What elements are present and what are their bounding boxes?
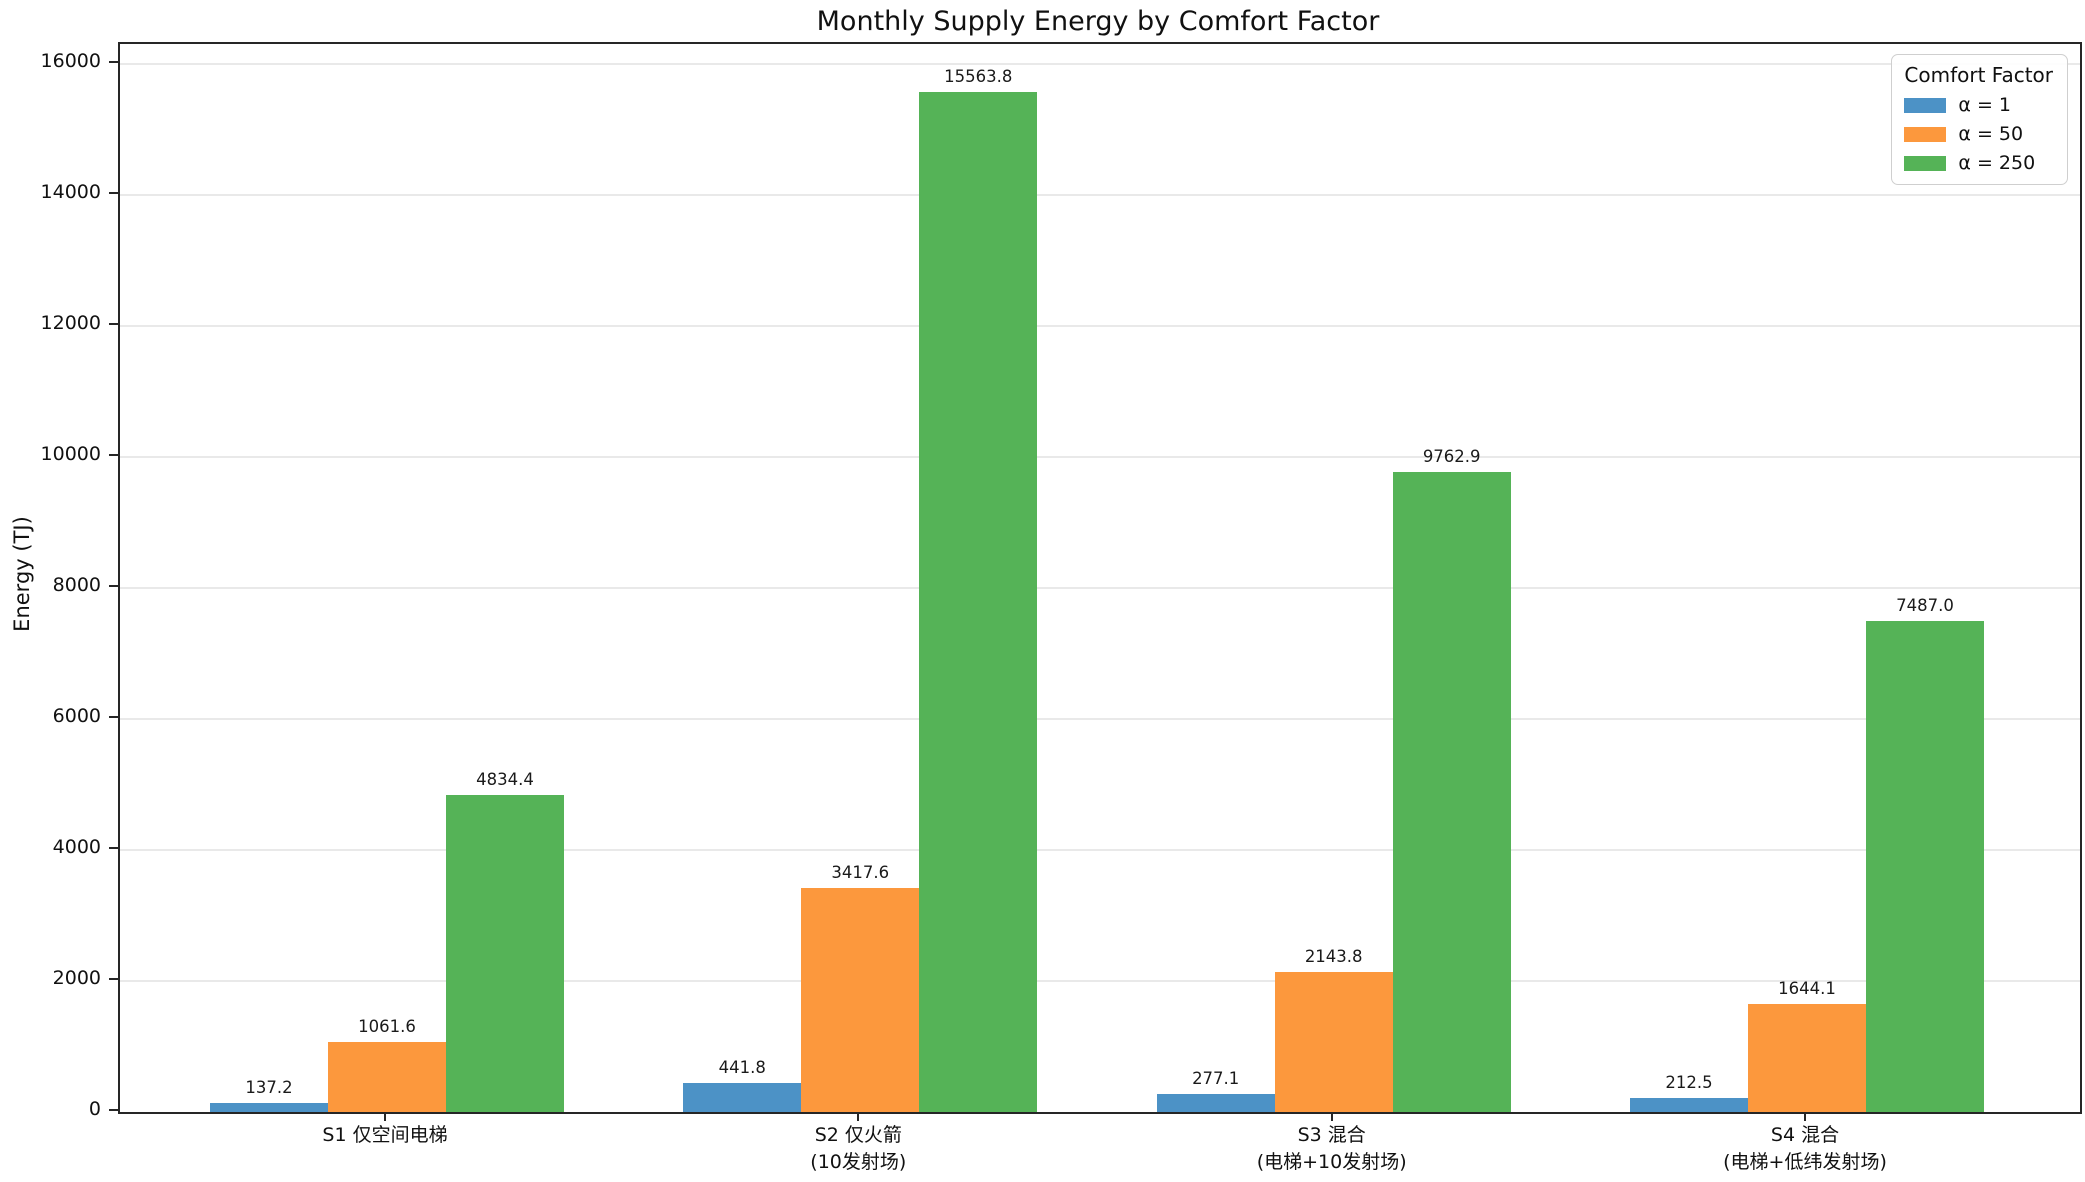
- bar-value-label: 15563.8: [944, 67, 1013, 87]
- y-tick-label: 10000: [40, 442, 101, 465]
- y-tick-label: 0: [88, 1098, 101, 1120]
- y-tick-mark: [109, 453, 118, 456]
- gridline: [120, 717, 2080, 720]
- bar-α=1-group2: [683, 1083, 802, 1112]
- legend-swatch-icon: [1904, 126, 1947, 142]
- y-tick-mark: [109, 715, 118, 718]
- legend-entry-label: α = 50: [1958, 123, 2024, 145]
- y-tick-mark: [109, 1109, 118, 1111]
- bar-α=50-group2: [801, 888, 920, 1112]
- chart-title: Monthly Supply Energy by Comfort Factor: [816, 6, 1380, 37]
- legend-entry-label: α = 250: [1958, 152, 2036, 174]
- bar-value-label: 212.5: [1665, 1073, 1713, 1093]
- y-tick-mark: [109, 977, 118, 980]
- y-tick-label: 4000: [52, 835, 101, 858]
- gridline: [120, 324, 2080, 327]
- gridline: [120, 193, 2080, 196]
- legend-swatch-icon: [1904, 155, 1947, 171]
- x-tick-label: S3 混合 (电梯+10发射场): [1256, 1124, 1407, 1173]
- bar-α=50-group3: [1274, 971, 1393, 1112]
- legend-entry: α = 250: [1904, 152, 2053, 174]
- legend: Comfort Factor α = 1 α = 50 α = 250: [1891, 54, 2068, 185]
- bar-value-label: 3417.6: [831, 863, 890, 883]
- x-tick-mark: [857, 1112, 860, 1121]
- legend-entry: α = 50: [1904, 123, 2053, 145]
- x-tick-label: S1 仅空间电梯: [322, 1124, 448, 1146]
- gridline: [120, 848, 2080, 851]
- bar-α=250-group4: [1866, 621, 1984, 1112]
- bar-value-label: 2143.8: [1304, 946, 1363, 966]
- bar-α=250-group1: [446, 795, 564, 1112]
- x-tick-label: S4 混合 (电梯+低纬发射场): [1723, 1124, 1887, 1173]
- y-tick-label: 6000: [52, 704, 101, 727]
- bar-value-label: 9762.9: [1422, 447, 1481, 467]
- legend-title: Comfort Factor: [1904, 63, 2053, 87]
- y-tick-label: 8000: [52, 573, 101, 596]
- gridline: [120, 455, 2080, 458]
- gridline: [120, 979, 2080, 982]
- bar-value-label: 277.1: [1192, 1068, 1240, 1088]
- bar-value-label: 1061.6: [358, 1017, 416, 1037]
- bar-α=1-group3: [1156, 1093, 1275, 1112]
- x-tick-mark: [1330, 1112, 1333, 1121]
- y-tick-mark: [109, 60, 118, 63]
- bar-value-label: 441.8: [718, 1058, 766, 1078]
- x-tick-mark: [1804, 1112, 1806, 1121]
- bar-α=50-group1: [328, 1042, 446, 1112]
- x-tick-label: S2 仅火箭 (10发射场): [810, 1124, 907, 1173]
- y-tick-mark: [109, 846, 118, 849]
- bar-value-label: 137.2: [245, 1078, 293, 1098]
- bar-value-label: 4834.4: [476, 770, 534, 790]
- bar-α=1-group1: [210, 1103, 328, 1112]
- legend-swatch-icon: [1904, 97, 1947, 113]
- y-tick-label: 12000: [40, 311, 101, 334]
- y-tick-label: 16000: [40, 49, 101, 72]
- legend-entry-label: α = 1: [1958, 94, 2012, 116]
- y-tick-label: 2000: [52, 966, 101, 989]
- bar-α=1-group4: [1630, 1098, 1748, 1112]
- gridline: [120, 586, 2080, 589]
- legend-entries: α = 1 α = 50 α = 250: [1904, 94, 2053, 174]
- bar-value-label: 1644.1: [1778, 979, 1836, 999]
- legend-entry: α = 1: [1904, 94, 2053, 116]
- y-tick-mark: [109, 584, 118, 587]
- y-tick-mark: [109, 322, 118, 325]
- plot-area: Comfort Factor α = 1 α = 50 α = 250 137.2 4…: [118, 42, 2082, 1114]
- bar-value-label: 7487.0: [1896, 596, 1954, 616]
- gridline: [120, 62, 2080, 65]
- x-tick-mark: [384, 1112, 386, 1121]
- y-tick-mark: [109, 191, 118, 194]
- y-tick-label: 14000: [40, 180, 101, 203]
- bar-α=250-group3: [1392, 472, 1511, 1112]
- bar-α=250-group2: [919, 92, 1038, 1112]
- bar-α=50-group4: [1748, 1004, 1866, 1112]
